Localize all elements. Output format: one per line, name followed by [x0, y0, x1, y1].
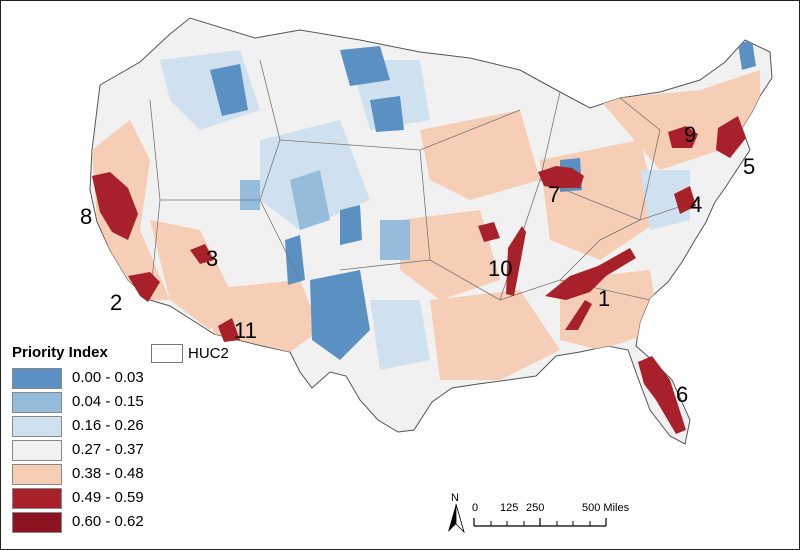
- north-arrow-icon: [448, 503, 465, 534]
- hotspot-regions: [92, 116, 746, 434]
- patch-southwest: [200, 280, 320, 352]
- patch-lightblue-se: [370, 300, 430, 370]
- scale-tick-250: 250: [526, 502, 545, 514]
- huc2-swatch: [151, 344, 183, 363]
- hotspot-label-1: 1: [598, 286, 611, 311]
- hotspot-10b: [506, 226, 526, 296]
- legend-label: 0.27 - 0.37: [72, 441, 144, 458]
- legend-swatch: [12, 416, 62, 437]
- hotspot-label-7: 7: [548, 182, 561, 207]
- legend-swatch: [12, 368, 62, 389]
- huc2-label: HUC2: [188, 345, 229, 362]
- patch-midblue-3: [240, 180, 260, 210]
- hotspot-5: [716, 116, 746, 158]
- hotspot-10: [478, 222, 500, 242]
- legend-swatch: [12, 488, 62, 509]
- legend-label: 0.00 - 0.03: [72, 369, 144, 386]
- patch-plains-2: [400, 210, 500, 300]
- patch-darkblue-texas: [310, 270, 370, 360]
- hotspot-1: [545, 248, 636, 300]
- north-label: N: [451, 492, 459, 504]
- hotspot-3: [190, 244, 214, 264]
- patch-lightblue-east: [640, 170, 690, 230]
- hotspot-label-5: 5: [743, 154, 756, 179]
- legend-label: 0.38 - 0.48: [72, 465, 144, 482]
- patch-darkblue-nplains: [370, 96, 404, 132]
- hotspot-4: [674, 186, 696, 214]
- patch-darkblue-rockies: [285, 235, 305, 285]
- hotspot-label-6: 6: [676, 382, 689, 407]
- patch-midblue-1: [290, 170, 330, 230]
- hotspot-label-11: 11: [234, 318, 257, 343]
- hotspot-8: [92, 172, 138, 240]
- patch-darkblue-co: [340, 205, 362, 245]
- hotspot-label-10: 10: [488, 256, 513, 281]
- legend-swatch: [12, 392, 62, 413]
- hotspot-6: [638, 356, 686, 434]
- patch-plains-1: [420, 110, 540, 200]
- legend-label: 0.49 - 0.59: [72, 489, 144, 506]
- hotspot-label-3: 3: [206, 246, 219, 271]
- patch-south-central: [430, 290, 560, 380]
- hotspot-1b: [565, 300, 592, 330]
- patch-darkblue-north: [340, 46, 390, 86]
- scale-bar: N 0 125 250 500 Miles: [436, 490, 666, 540]
- legend-swatch: [12, 512, 62, 533]
- legend-label: 0.60 - 0.62: [72, 513, 144, 530]
- legend-title: Priority Index: [12, 344, 108, 361]
- hotspot-11: [218, 318, 240, 342]
- hotspot-label-2: 2: [110, 290, 123, 315]
- patch-darkblue-maine: [738, 40, 756, 70]
- hotspot-7: [538, 166, 584, 188]
- scale-tick-500: 500 Miles: [582, 502, 630, 514]
- hotspot-label-8: 8: [80, 204, 93, 229]
- patch-midblue-2: [380, 220, 410, 260]
- legend-swatch: [12, 440, 62, 461]
- scale-ruler: [473, 518, 607, 527]
- scale-tick-0: 0: [472, 502, 479, 514]
- scale-tick-125: 125: [500, 502, 519, 514]
- legend: Priority Index HUC2 0.00 - 0.03 0.04 - 0…: [12, 344, 332, 544]
- hotspot-9: [668, 126, 698, 148]
- hotspot-2: [128, 272, 160, 302]
- hotspot-label-9: 9: [684, 122, 697, 147]
- legend-label: 0.04 - 0.15: [72, 393, 144, 410]
- hotspot-label-4: 4: [690, 192, 703, 217]
- legend-swatch: [12, 464, 62, 485]
- legend-label: 0.16 - 0.26: [72, 417, 144, 434]
- patch-darkblue-nrockies: [210, 64, 248, 116]
